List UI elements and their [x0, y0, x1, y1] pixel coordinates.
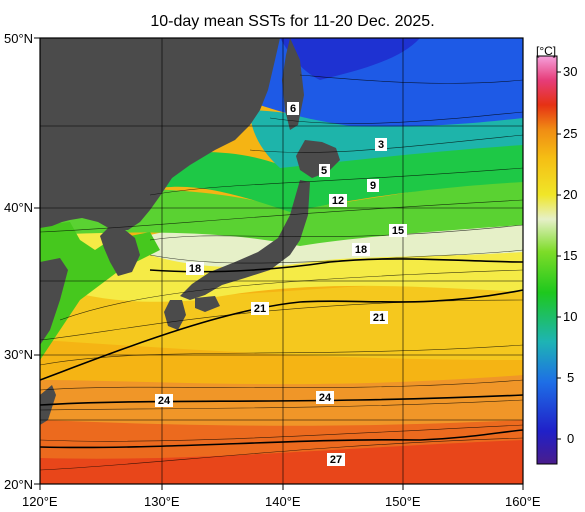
lat-label-40n: 40°N: [4, 200, 34, 215]
colorbar-tick-20: 20: [563, 187, 578, 202]
shikoku: [195, 296, 220, 312]
graticule: [40, 38, 523, 484]
lat-label-20n: 20°N: [4, 477, 34, 492]
colorbar-unit: [°C]: [536, 44, 557, 58]
colorbar-tick-0: 0: [567, 431, 575, 446]
colorbar-tick-30: 30: [563, 64, 578, 79]
contour-label: 21: [254, 303, 266, 315]
lon-label-130e: 130°E: [144, 494, 180, 509]
lon-label-120e: 120°E: [22, 494, 58, 509]
lon-label-150e: 150°E: [385, 494, 421, 509]
sst-band-27: [40, 440, 523, 484]
major-contours: [40, 258, 523, 449]
contour-label: 15: [392, 225, 404, 237]
contour-label: 21: [373, 312, 385, 324]
honshu: [180, 180, 310, 300]
contour-label: 12: [332, 195, 344, 207]
sst-band-1: [280, 38, 420, 80]
contour-label: 24: [158, 395, 171, 407]
contour-label: 24: [319, 392, 332, 404]
korea-peninsula: [100, 228, 140, 276]
contour-label: 5: [321, 165, 327, 177]
china-coast: [40, 258, 68, 345]
map-title: 10-day mean SSTs for 11-20 Dec. 2025.: [150, 13, 435, 30]
colorbar-tick-15: 15: [563, 248, 578, 263]
plot-frame: [39, 37, 524, 485]
colorbar-tick-5: 5: [567, 370, 575, 385]
contour-label: 18: [189, 263, 201, 275]
contour-label: 9: [370, 180, 376, 192]
axis-ticks: [34, 37, 524, 490]
map-area: [40, 38, 523, 484]
contour-label: 27: [330, 454, 342, 466]
lon-label-160e: 160°E: [505, 494, 541, 509]
colorbar: [536, 55, 558, 465]
contour-label: 18: [355, 244, 367, 256]
colorbar-ticks: [557, 71, 561, 440]
asia-mainland: [40, 38, 280, 230]
lat-label-50n: 50°N: [4, 31, 34, 46]
contour-label: 3: [378, 139, 384, 151]
colorbar-tick-10: 10: [563, 309, 578, 324]
sst-band-10: [150, 140, 523, 212]
contour-label-group: 6 3 5 9 12 15 18 18 21 21 24 24 27: [155, 102, 407, 466]
contour-label: 6: [290, 103, 296, 115]
lon-label-140e: 140°E: [265, 494, 301, 509]
lat-label-30n: 30°N: [4, 347, 34, 362]
colorbar-tick-25: 25: [563, 126, 578, 141]
